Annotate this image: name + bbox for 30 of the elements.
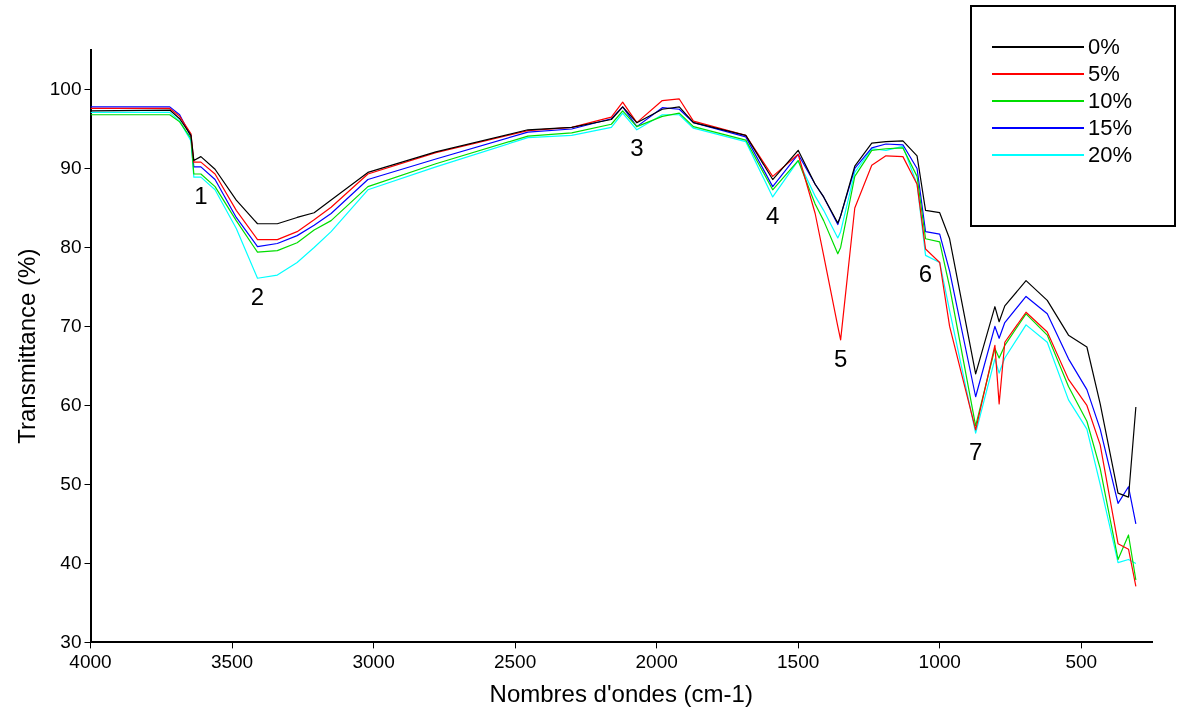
- y-tick-label: 30: [60, 630, 82, 652]
- x-tick-label: 1500: [777, 651, 820, 673]
- y-tick-label: 60: [60, 393, 82, 415]
- x-tick-label: 3500: [210, 651, 254, 673]
- y-tick-label: 70: [60, 314, 82, 336]
- legend-label: 10%: [1088, 87, 1133, 114]
- legend-label: 15%: [1088, 114, 1133, 141]
- annotation: 6: [918, 259, 933, 287]
- y-tick-label: 80: [60, 235, 82, 257]
- legend-label: 20%: [1088, 141, 1133, 168]
- y-tick-label: 100: [49, 77, 82, 99]
- x-tick-label: 2000: [635, 651, 678, 673]
- x-tick-label: 4000: [69, 651, 112, 673]
- annotation: 1: [194, 181, 208, 209]
- y-tick-label: 40: [60, 551, 82, 573]
- x-tick-label: 3000: [352, 651, 395, 673]
- y-axis-title: Transmittance (%): [13, 248, 41, 444]
- annotation: 2: [250, 282, 265, 310]
- y-tick-label: 50: [60, 472, 82, 494]
- x-axis-title: Nombres d'ondes (cm-1): [489, 680, 753, 708]
- y-tick-label: 90: [60, 156, 82, 178]
- x-tick-label: 1000: [918, 651, 961, 673]
- annotation: 5: [833, 344, 848, 372]
- x-tick-label: 2500: [493, 651, 537, 673]
- annotation: 3: [630, 134, 644, 162]
- annotation: 7: [968, 437, 983, 465]
- legend-label: 0%: [1088, 33, 1120, 60]
- x-tick-label: 500: [1065, 651, 1098, 673]
- annotation: 4: [766, 201, 780, 229]
- legend-label: 5%: [1088, 60, 1120, 87]
